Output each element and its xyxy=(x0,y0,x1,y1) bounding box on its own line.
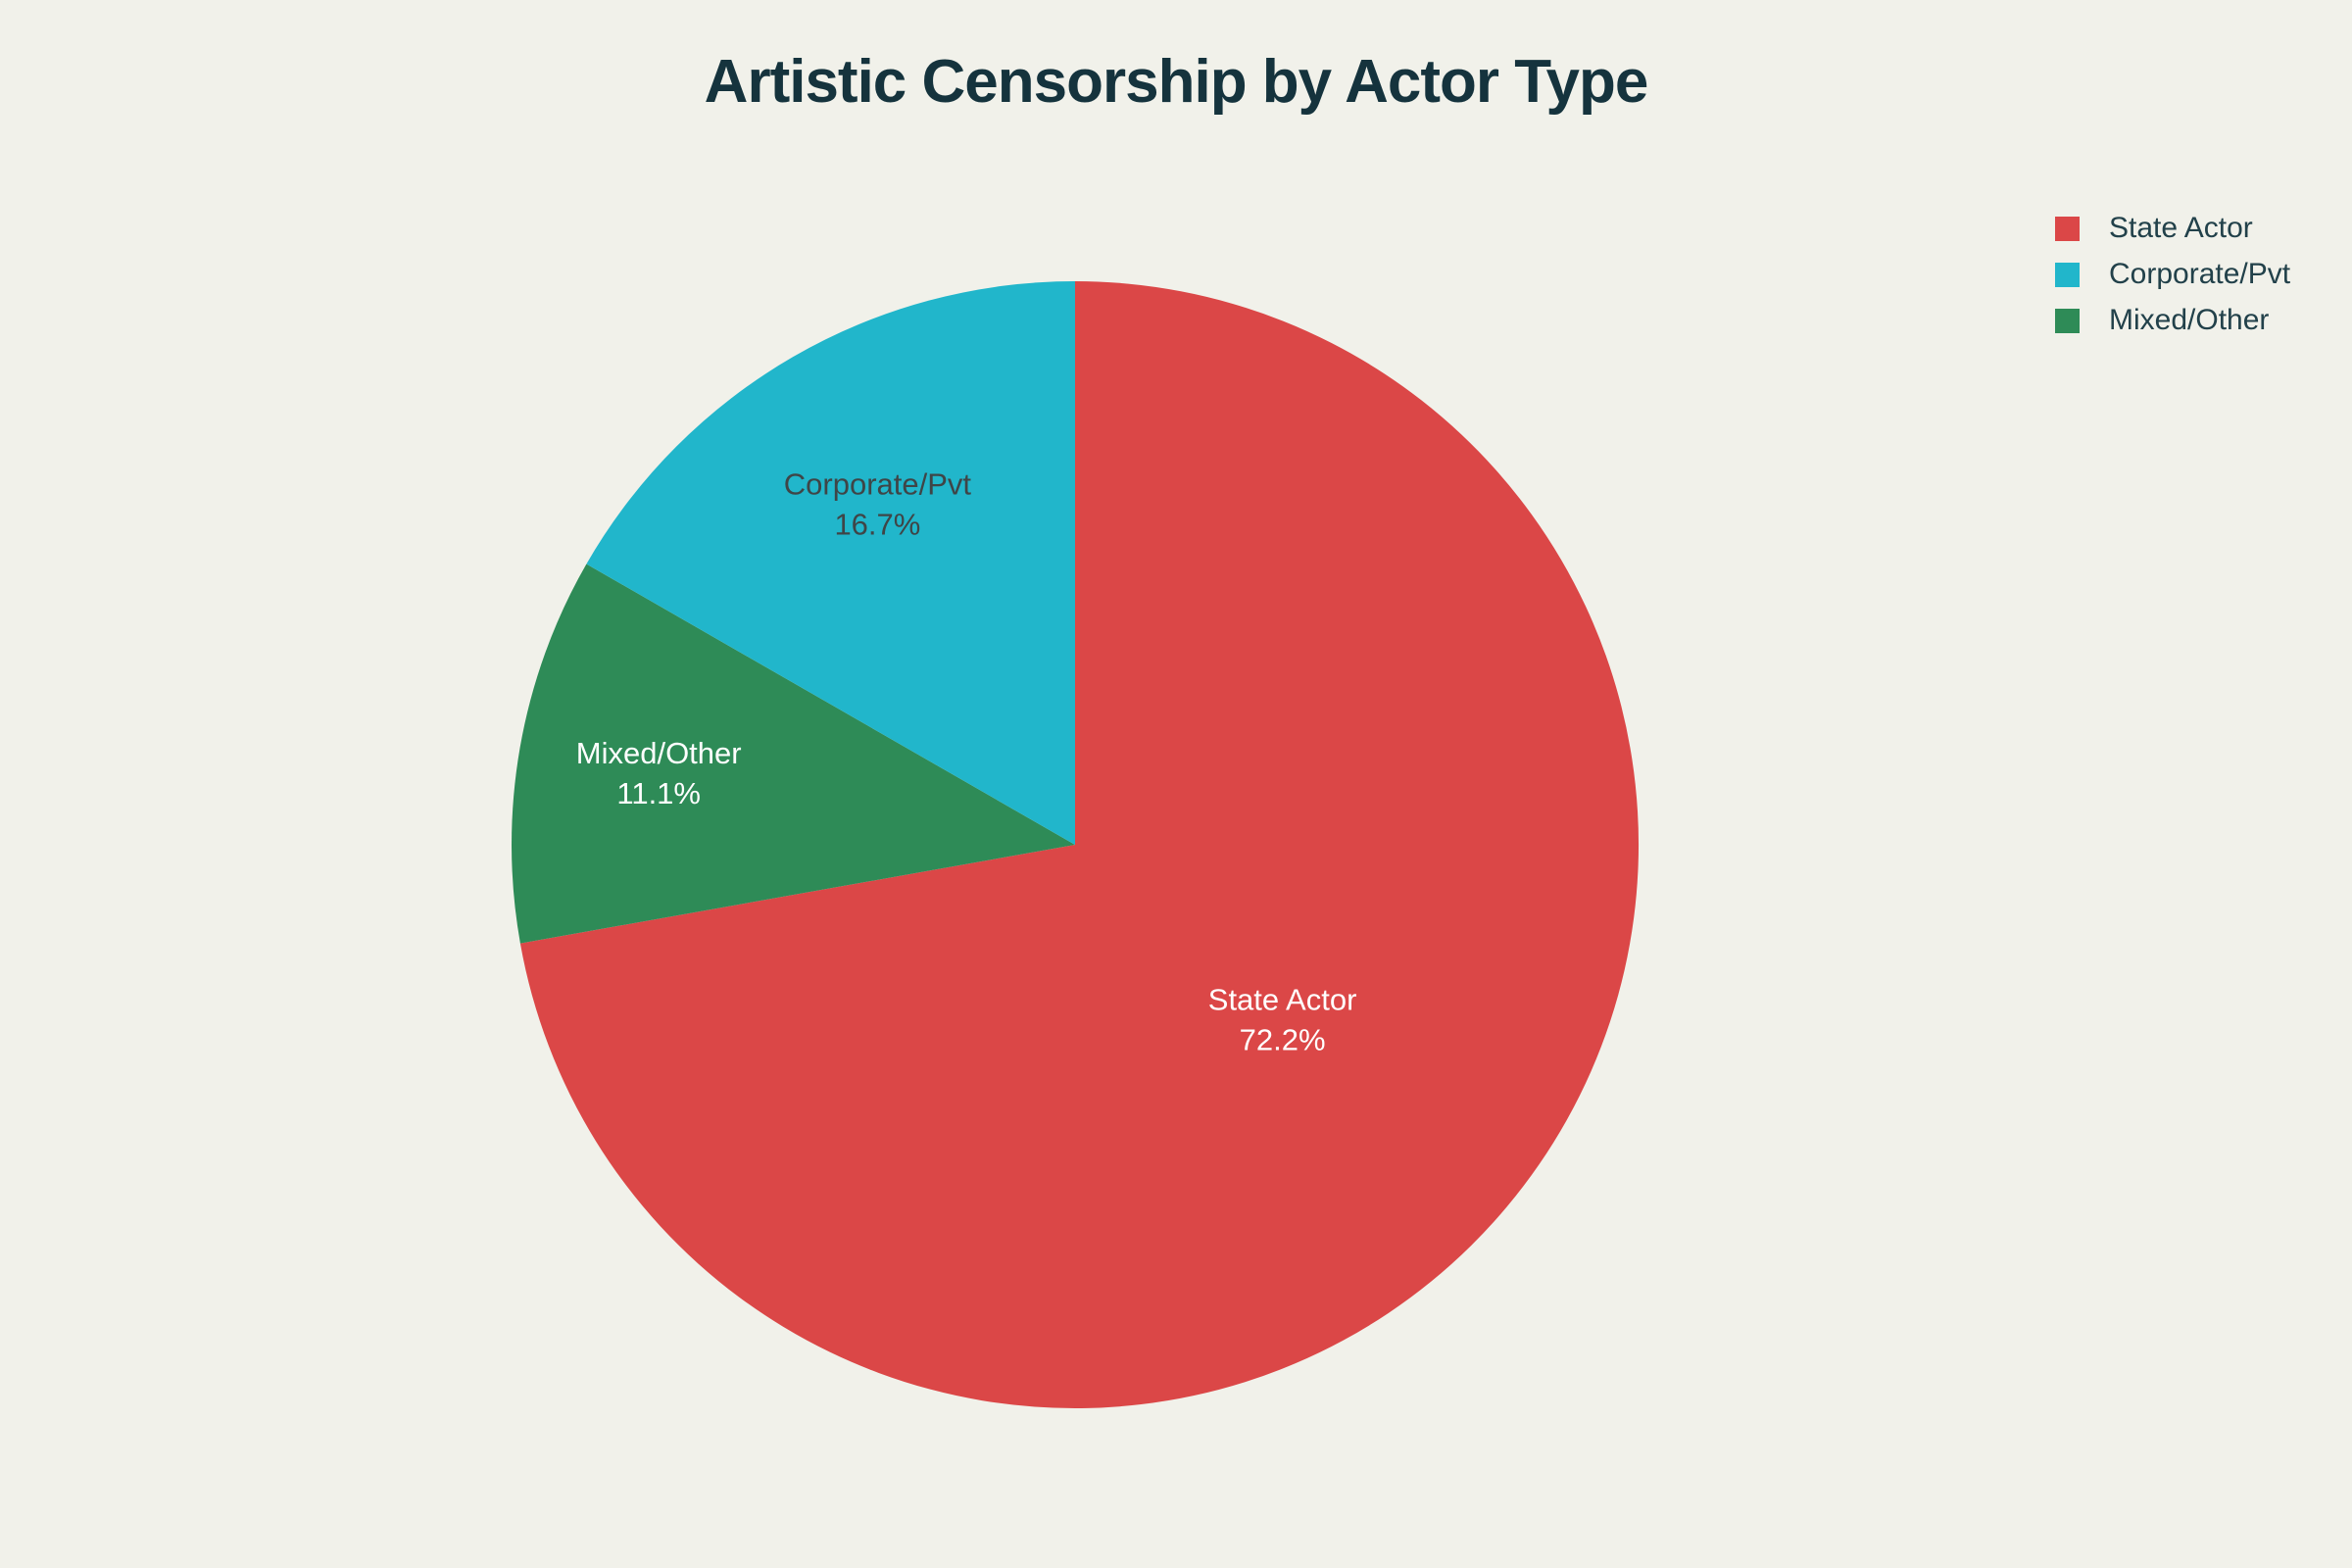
pie-slice-corporate-pvt[interactable] xyxy=(586,281,1075,845)
legend: State Actor Corporate/Pvt Mixed/Other xyxy=(2055,212,2290,337)
slice-pct-state-actor: 72.2% xyxy=(1240,1022,1326,1056)
legend-label: Mixed/Other xyxy=(2109,304,2270,336)
pie-slice-state-actor[interactable] xyxy=(519,281,1640,1408)
legend-item-corporate-pvt[interactable]: Corporate/Pvt xyxy=(2055,258,2290,291)
slice-pct-corporate-pvt: 16.7% xyxy=(834,508,920,542)
legend-label: State Actor xyxy=(2109,212,2253,244)
legend-swatch-state-actor xyxy=(2055,216,2080,241)
legend-label: Corporate/Pvt xyxy=(2109,258,2291,290)
legend-swatch-corporate-pvt xyxy=(2055,262,2080,287)
legend-item-state-actor[interactable]: State Actor xyxy=(2055,212,2290,245)
legend-swatch-mixed-other xyxy=(2055,308,2080,333)
slice-pct-mixed-other: 11.1% xyxy=(616,776,701,810)
slice-label-state-actor: State Actor xyxy=(1208,982,1357,1016)
legend-item-mixed-other[interactable]: Mixed/Other xyxy=(2055,304,2290,337)
chart-title: Artistic Censorship by Actor Type xyxy=(704,48,1649,116)
slice-label-mixed-other: Mixed/Other xyxy=(576,736,742,770)
slice-label-corporate-pvt: Corporate/Pvt xyxy=(784,467,972,502)
pie-slice-mixed-other[interactable] xyxy=(512,564,1075,944)
